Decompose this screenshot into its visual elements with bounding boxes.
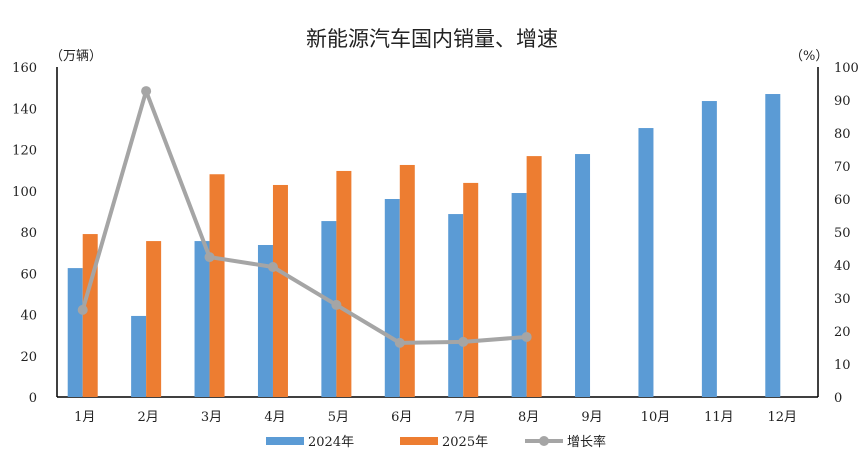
right-tick-label: 10 xyxy=(834,358,851,373)
growth-point xyxy=(458,336,469,347)
growth-point xyxy=(394,337,405,348)
left-tick-label: 60 xyxy=(20,267,37,282)
legend-swatch xyxy=(400,437,438,445)
right-tick-label: 30 xyxy=(834,292,851,307)
growth-point xyxy=(204,252,215,263)
left-tick-label: 160 xyxy=(12,61,37,76)
bar-2025年 xyxy=(272,184,288,397)
bar-2024年 xyxy=(67,268,83,397)
bar-2025年 xyxy=(399,164,415,397)
bar-2024年 xyxy=(511,193,527,397)
bar-2024年 xyxy=(257,244,273,397)
right-tick-label: 20 xyxy=(834,325,851,340)
bar-2024年 xyxy=(321,221,337,397)
left-tick-label: 20 xyxy=(20,350,37,365)
left-tick-label: 80 xyxy=(20,226,37,241)
right-tick-label: 80 xyxy=(834,127,851,142)
legend: 2024年 2025年 增长率 xyxy=(266,434,606,450)
bar-2025年 xyxy=(336,170,352,397)
legend-swatch xyxy=(266,437,304,445)
x-tick-label: 10月 xyxy=(641,410,671,425)
growth-point xyxy=(331,299,342,310)
bar-2025年 xyxy=(82,234,98,397)
growth-point xyxy=(521,331,532,342)
legend-label: 2024年 xyxy=(308,435,354,450)
right-tick-label: 60 xyxy=(834,193,851,208)
left-tick-label: 0 xyxy=(29,391,37,406)
x-tick-label: 12月 xyxy=(768,410,798,425)
x-tick-label: 4月 xyxy=(264,410,285,425)
right-axis-unit: （%） xyxy=(790,49,828,64)
left-tick-label: 40 xyxy=(20,309,37,324)
bar-2024年 xyxy=(638,128,654,398)
bar-2024年 xyxy=(448,214,464,397)
bar-2024年 xyxy=(701,101,717,397)
x-tick-label: 2月 xyxy=(137,410,158,425)
left-tick-label: 120 xyxy=(12,144,37,159)
left-tick-label: 140 xyxy=(12,102,37,117)
bar-2025年 xyxy=(463,182,479,397)
right-tick-label: 90 xyxy=(834,94,851,109)
right-tick-label: 100 xyxy=(834,61,859,76)
legend-swatch-marker xyxy=(539,436,549,446)
bar-2024年 xyxy=(194,241,210,397)
x-tick-label: 5月 xyxy=(328,410,349,425)
x-tick-label: 3月 xyxy=(201,410,222,425)
growth-point xyxy=(267,261,278,272)
bar-2025年 xyxy=(209,174,225,397)
right-tick-label: 50 xyxy=(834,226,851,241)
x-tick-label: 1月 xyxy=(74,410,95,425)
bar-2024年 xyxy=(765,94,781,398)
right-tick-label: 70 xyxy=(834,160,851,175)
right-tick-label: 40 xyxy=(834,259,851,274)
x-tick-label: 11月 xyxy=(704,410,734,425)
x-tick-label: 9月 xyxy=(581,410,602,425)
bar-2024年 xyxy=(131,315,147,397)
chart-title: 新能源汽车国内销量、增速 xyxy=(306,27,558,51)
left-axis-unit: （万辆） xyxy=(50,49,102,64)
bar-2025年 xyxy=(526,156,542,397)
left-tick-label: 100 xyxy=(12,185,37,200)
bar-2024年 xyxy=(575,154,591,397)
x-tick-label: 6月 xyxy=(391,410,412,425)
right-tick-label: 0 xyxy=(834,391,842,406)
growth-line xyxy=(80,89,527,345)
legend-label: 2025年 xyxy=(442,435,488,450)
legend-label: 增长率 xyxy=(567,434,606,450)
bar-2025年 xyxy=(146,241,162,397)
x-tick-label: 7月 xyxy=(455,410,476,425)
growth-point xyxy=(77,304,88,315)
growth-point xyxy=(141,86,152,97)
x-tick-label: 8月 xyxy=(518,410,539,425)
bar-2024年 xyxy=(384,199,400,397)
